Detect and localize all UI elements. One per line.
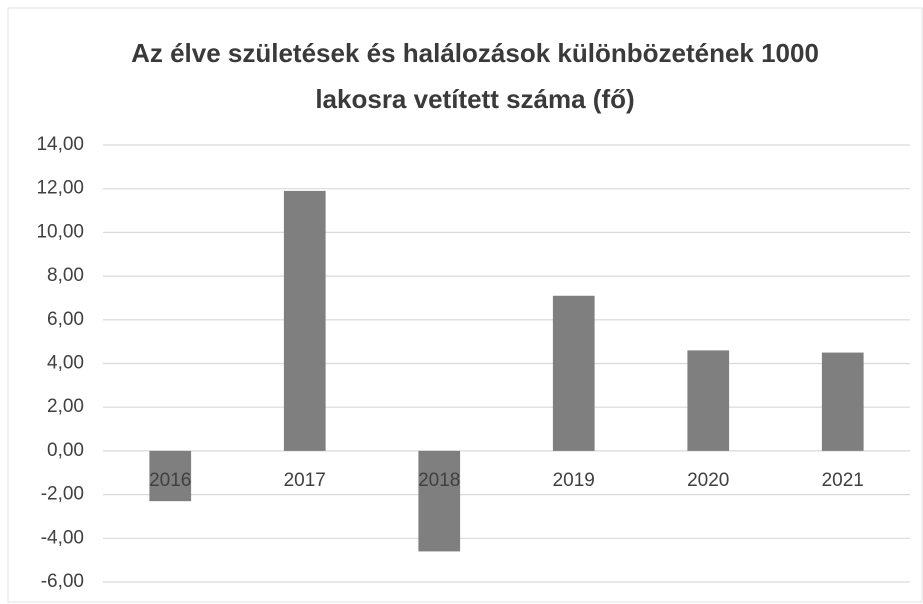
- chart-title: Az élve születések és halálozások különb…: [131, 38, 819, 114]
- y-tick-label: -4,00: [41, 527, 84, 548]
- bar: [821, 352, 864, 451]
- chart-frame: [7, 7, 923, 603]
- x-tick-label: 2020: [687, 470, 729, 491]
- y-tick-label: -6,00: [41, 571, 84, 592]
- x-tick-label: 2018: [418, 470, 460, 491]
- y-tick-label: 12,00: [36, 178, 84, 199]
- y-tick-label: 4,00: [47, 353, 84, 374]
- y-tick-label: 6,00: [47, 309, 84, 330]
- y-tick-label: -2,00: [41, 484, 84, 505]
- bar: [687, 350, 730, 451]
- y-tick-label: 2,00: [47, 396, 84, 417]
- y-tick-label: 0,00: [47, 440, 84, 461]
- x-tick-label: 2019: [553, 470, 595, 491]
- y-tick-label: 14,00: [36, 134, 84, 155]
- bar: [283, 190, 326, 451]
- bar: [418, 450, 461, 552]
- x-tick-label: 2021: [822, 470, 864, 491]
- x-tick-label: 2016: [149, 470, 191, 491]
- bar: [149, 450, 192, 502]
- y-tick-label: 8,00: [47, 265, 84, 286]
- y-tick-label: 10,00: [36, 221, 84, 242]
- x-tick-label: 2017: [284, 470, 326, 491]
- bar: [552, 295, 595, 451]
